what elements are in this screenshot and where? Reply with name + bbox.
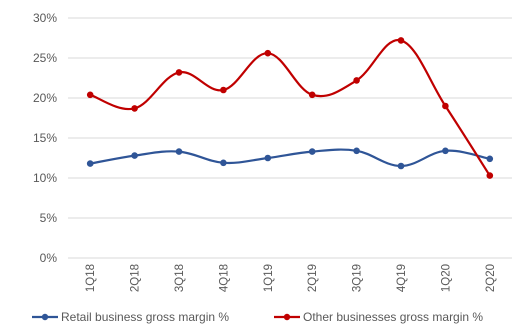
y-tick-label: 30% [33,11,57,25]
data-point [86,160,94,167]
data-point [86,91,94,99]
x-tick-label: 2Q19 [307,264,319,292]
x-tick-label: 3Q18 [174,264,186,292]
x-tick-label: 2Q20 [485,264,497,292]
y-tick-label: 25% [33,51,57,65]
data-point [486,155,494,163]
series-lines [86,37,494,179]
legend-label-other: Other businesses gross margin % [303,310,483,324]
legend: Retail business gross margin % Other bus… [32,310,483,324]
y-tick-label: 15% [33,131,57,145]
data-point [486,172,494,179]
y-tick-label: 5% [40,211,58,225]
y-tick-label: 20% [33,91,57,105]
x-tick-label: 2Q18 [130,264,142,292]
data-point [220,86,227,94]
data-point [442,102,449,110]
gridlines [68,17,512,259]
data-point [353,147,360,155]
data-point [264,49,272,57]
data-point [442,147,449,155]
data-point [397,37,405,44]
y-tick-label: 10% [33,171,57,185]
x-tick-label: 1Q19 [263,264,275,292]
series-line-0 [90,148,491,168]
data-point [131,105,138,112]
data-point [397,162,405,170]
data-point [175,148,183,155]
data-point [131,152,138,159]
x-axis-tick-labels: 1Q18 2Q18 3Q18 4Q18 1Q19 2Q19 3Q19 4Q19 1Q20 2Q20 [85,264,497,292]
legend-entry-other: Other businesses gross margin % [274,310,483,324]
legend-swatch-retail-marker [41,313,49,321]
data-point [175,69,183,76]
data-point [308,91,316,99]
data-point [220,159,227,167]
data-point [353,77,360,84]
y-axis-tick-labels: 0% 5% 10% 15% 20% 25% 30% [33,11,57,265]
legend-swatch-other-marker [283,313,291,321]
y-tick-label: 0% [40,251,58,265]
x-tick-label: 4Q19 [396,264,408,292]
data-point [308,148,316,155]
x-tick-label: 1Q20 [440,264,452,292]
x-tick-label: 1Q18 [85,264,97,292]
data-point [264,154,272,162]
legend-entry-retail: Retail business gross margin % [32,310,229,324]
x-tick-label: 4Q18 [218,264,230,292]
legend-label-retail: Retail business gross margin % [61,310,229,324]
x-tick-label: 3Q19 [352,264,364,292]
series-line-1 [89,39,491,177]
